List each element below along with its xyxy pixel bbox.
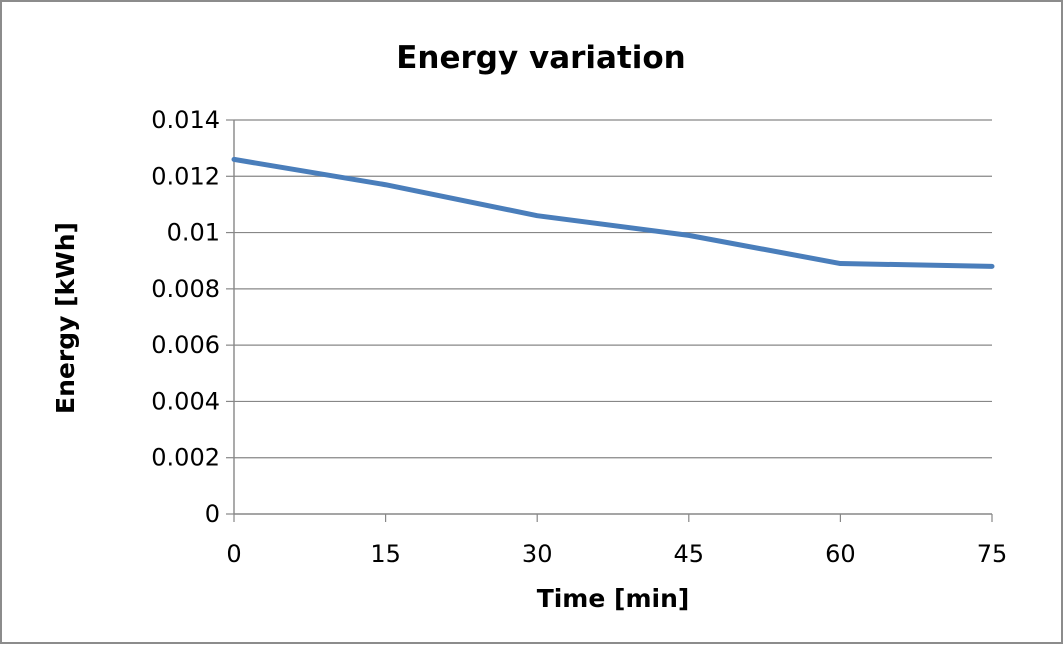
x-tick-label: 15 [370,540,401,568]
y-tick-label: 0.014 [151,106,220,134]
y-axis-title: Energy [kWh] [51,222,80,414]
x-tick-label: 75 [977,540,1008,568]
x-tick-label: 60 [825,540,856,568]
y-tick-label: 0.006 [151,331,220,359]
y-tick-label: 0.008 [151,275,220,303]
energy-series-line [234,159,992,266]
x-tick-label: 30 [522,540,553,568]
x-tick-label: 0 [226,540,241,568]
x-axis-title: Time [min] [537,584,690,613]
y-tick-label: 0.002 [151,444,220,472]
tick-labels: 0 0.002 0.004 0.006 0.008 0.01 0.012 0.014 0 15 30… [151,106,1007,568]
y-tick-label: 0.004 [151,387,220,415]
grid-lines [234,120,992,458]
y-tick-label: 0 [205,500,220,528]
series-layer [234,159,992,266]
x-tick-label: 45 [674,540,705,568]
y-tick-label: 0.012 [151,162,220,190]
axes [226,120,992,522]
chart-title: Energy variation [396,40,686,76]
y-tick-label: 0.01 [167,219,220,247]
